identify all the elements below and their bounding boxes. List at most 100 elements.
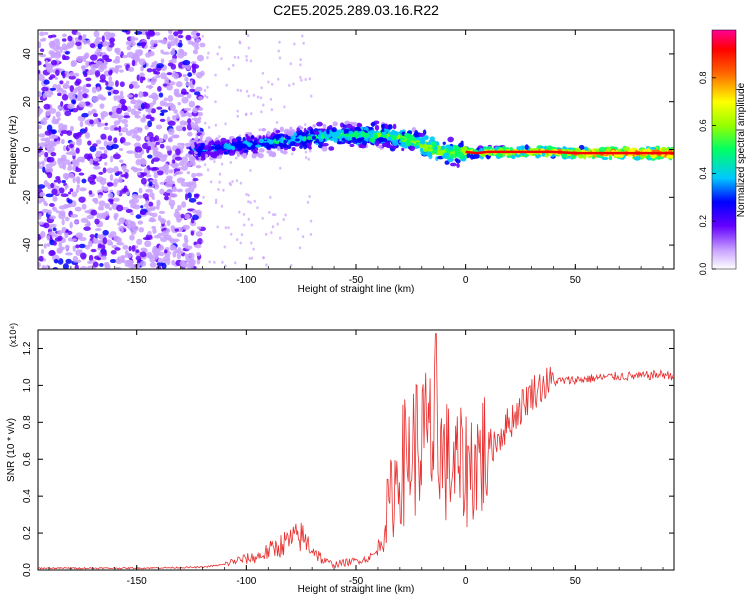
spectrogram-signal-point xyxy=(420,139,426,145)
spectrogram-noise-point xyxy=(152,99,157,105)
spectrogram-noise-point xyxy=(104,262,108,267)
spectrogram-noise-point xyxy=(187,112,193,118)
spectrogram-signal-point xyxy=(601,156,609,161)
spectrogram-noise-point xyxy=(213,160,216,164)
spectrogram-noise-point xyxy=(192,107,199,114)
spectrogram-noise-point xyxy=(154,31,161,36)
spectrogram-signal-point xyxy=(458,156,464,160)
spectrogram-noise-point xyxy=(116,107,123,115)
spectrogram-noise-point xyxy=(158,244,164,249)
spectrogram-noise-point xyxy=(168,136,174,143)
spectrogram-signal-point xyxy=(257,153,264,159)
spectrogram-noise-point xyxy=(42,92,47,99)
spectrogram-signal-point xyxy=(191,140,195,145)
spectrogram-noise-point xyxy=(135,214,142,219)
spectrogram-noise-point xyxy=(108,207,113,211)
spectrogram-noise-point xyxy=(284,213,287,217)
spectrogram-signal-point xyxy=(443,152,450,159)
spectrogram-noise-point xyxy=(188,197,197,203)
spectrogram-noise-point xyxy=(87,140,92,146)
spectrogram-noise-point xyxy=(52,44,60,52)
spectrogram-signal-point xyxy=(444,160,450,165)
spectrogram-noise-point xyxy=(83,57,87,63)
spectrogram-signal-point xyxy=(427,148,433,152)
spectrogram-noise-point xyxy=(167,95,174,102)
spectrogram-noise-point xyxy=(85,77,92,82)
spectrogram-noise-point xyxy=(176,177,185,184)
spectrogram-noise-point xyxy=(143,103,150,110)
spectrogram-noise-point xyxy=(139,210,146,216)
spectrogram-noise-point xyxy=(159,138,164,143)
spectrogram-noise-point xyxy=(159,112,165,116)
spectrogram-noise-point xyxy=(84,132,91,139)
spectrogram-noise-point xyxy=(75,41,82,46)
colorbar-gradient xyxy=(711,29,737,270)
spectrogram-noise-point xyxy=(194,121,198,129)
spectrogram-noise-point xyxy=(185,82,193,87)
spectrogram-noise-point xyxy=(309,232,313,236)
spectrogram-noise-point xyxy=(163,97,168,102)
spectrogram-signal-point xyxy=(210,146,217,150)
spectrogram-noise-point xyxy=(147,120,153,128)
spectrogram-noise-point xyxy=(96,176,104,183)
spectrogram-noise-point xyxy=(100,255,107,261)
spectrogram-noise-point xyxy=(192,214,199,221)
spectrogram-noise-point xyxy=(38,161,41,168)
spectrogram-signal-point xyxy=(509,147,513,152)
spectrogram-signal-point xyxy=(311,135,316,140)
spectrogram-noise-point xyxy=(49,249,55,256)
spectrogram-noise-point xyxy=(231,180,234,184)
spectrogram-noise-point xyxy=(113,166,119,174)
spectrogram-noise-point xyxy=(188,100,196,108)
spectrogram-noise-point xyxy=(99,103,105,109)
spectrogram-noise-point xyxy=(66,159,70,163)
spectrogram-noise-point xyxy=(76,96,82,100)
spectrogram-noise-point xyxy=(115,80,119,88)
spectrogram-noise-point xyxy=(134,31,143,35)
spectrogram-noise-point xyxy=(247,46,251,50)
snr-ytick-label: 0.4 xyxy=(22,489,33,503)
spectrogram-noise-point xyxy=(253,199,256,203)
spectrogram-noise-point xyxy=(164,195,169,201)
spectrogram-noise-point xyxy=(74,86,82,92)
spectrogram-noise-point xyxy=(81,178,87,184)
spectrogram-noise-point xyxy=(67,202,73,208)
spectrogram-noise-point xyxy=(213,260,216,264)
spectrogram-signal-point xyxy=(434,146,438,150)
spectrogram-noise-point xyxy=(238,210,241,214)
spectrogram-noise-point xyxy=(97,234,105,239)
spectrogram-noise-point xyxy=(97,243,102,249)
spectrogram-signal-point xyxy=(268,140,274,145)
spectrogram-noise-point xyxy=(103,140,108,147)
spectrogram-noise-point xyxy=(113,197,120,202)
spectrogram-noise-point xyxy=(123,141,131,146)
spectrogram-signal-point xyxy=(633,156,641,161)
spectrogram-noise-point xyxy=(50,129,57,135)
colorbar-tick-label: 0.0 xyxy=(698,263,708,276)
spectrogram-signal-point xyxy=(331,126,337,133)
snr-frame xyxy=(37,329,675,571)
spectrogram-noise-point xyxy=(247,200,250,204)
spectrogram-noise-point xyxy=(46,242,51,247)
spectrogram-noise-point xyxy=(250,241,253,245)
spectrogram-signal-point xyxy=(298,135,303,140)
spectrogram-signal-point xyxy=(421,152,428,156)
spectrogram-noise-point xyxy=(61,43,67,51)
spectrogram-signal-point xyxy=(322,123,327,129)
spectrogram-noise-point xyxy=(113,214,117,219)
spectrogram-noise-point xyxy=(106,33,111,38)
spectrogram-noise-point xyxy=(177,34,184,39)
spectrogram-noise-point xyxy=(71,99,76,104)
spectrogram-noise-point xyxy=(39,31,45,37)
spectrogram-noise-point xyxy=(90,209,98,216)
spectrogram-signal-point xyxy=(458,142,464,148)
spectrogram-noise-point xyxy=(264,232,268,236)
spectrogram-noise-point xyxy=(112,153,121,160)
spectrogram-noise-point xyxy=(155,124,163,130)
spectrogram-noise-point xyxy=(42,37,47,42)
spectrogram-noise-point xyxy=(103,41,111,47)
spectrogram-noise-point xyxy=(58,187,65,194)
spectrogram-noise-point xyxy=(40,137,49,142)
spectrogram-noise-point xyxy=(86,260,93,265)
spectrogram-noise-point xyxy=(195,86,203,92)
